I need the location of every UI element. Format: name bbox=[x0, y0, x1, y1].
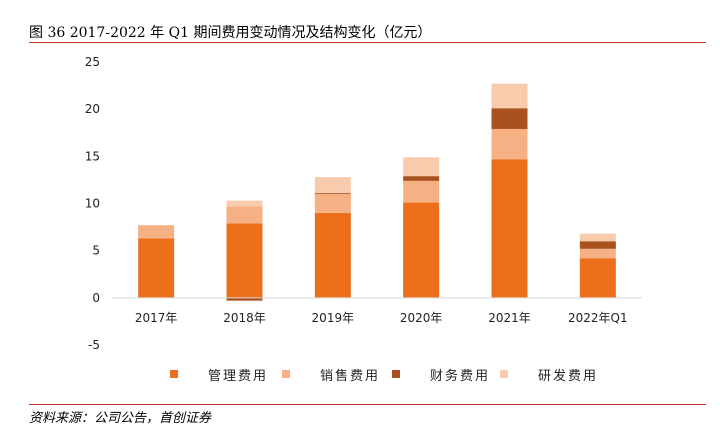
bar-segment bbox=[403, 176, 440, 181]
x-tick-label: 2022年Q1 bbox=[568, 311, 628, 325]
bar-segment bbox=[403, 202, 440, 298]
title-rule bbox=[29, 42, 706, 43]
legend-label: 管理费用 bbox=[208, 368, 269, 384]
y-tick-label: 20 bbox=[85, 102, 100, 116]
bar-segment bbox=[491, 159, 528, 298]
bar-segment bbox=[403, 157, 440, 177]
y-tick-label: -5 bbox=[88, 338, 100, 352]
y-tick-label: 10 bbox=[85, 197, 100, 211]
source-rule bbox=[29, 404, 706, 405]
bar-segment bbox=[226, 200, 263, 207]
legend-swatch bbox=[170, 370, 178, 378]
y-tick-label: 25 bbox=[85, 55, 100, 69]
bar-segment bbox=[491, 83, 528, 109]
bar-segment bbox=[579, 258, 616, 298]
x-tick-label: 2018年 bbox=[223, 311, 266, 325]
x-tick-label: 2019年 bbox=[312, 311, 355, 325]
bar-segment bbox=[491, 108, 528, 129]
bars bbox=[138, 83, 616, 301]
y-tick-label: 0 bbox=[92, 291, 100, 305]
bar-segment bbox=[138, 238, 175, 298]
x-tick-label: 2020年 bbox=[400, 311, 443, 325]
x-axis: 2017年 2018年 2019年 2020年 2021年 2022年Q1 bbox=[135, 311, 628, 325]
y-axis: -5 0 5 10 15 20 25 bbox=[85, 55, 100, 352]
y-tick-label: 5 bbox=[92, 244, 100, 258]
legend-label: 销售费用 bbox=[320, 368, 381, 384]
legend-swatch bbox=[282, 370, 290, 378]
legend-swatch bbox=[392, 370, 400, 378]
bar-segment bbox=[314, 194, 351, 213]
legend: 管理费用 销售费用 财务费用 研发费用 bbox=[0, 364, 720, 384]
x-tick-label: 2021年 bbox=[488, 311, 531, 325]
bar-segment bbox=[579, 241, 616, 249]
legend-swatch bbox=[500, 370, 508, 378]
figure-title: 图 36 2017-2022 年 Q1 期间费用变动情况及结构变化（亿元） bbox=[29, 25, 432, 41]
legend-item: 研发费用 bbox=[500, 364, 598, 384]
legend-item: 销售费用 bbox=[282, 364, 380, 384]
legend-label: 研发费用 bbox=[538, 368, 599, 384]
bar-segment bbox=[314, 193, 351, 195]
y-tick-label: 15 bbox=[85, 149, 100, 163]
x-tick-label: 2017年 bbox=[135, 311, 178, 325]
bar-segment bbox=[314, 212, 351, 298]
legend-item: 管理费用 bbox=[170, 364, 268, 384]
bar-segment bbox=[491, 128, 528, 160]
bar-segment bbox=[138, 225, 175, 239]
source-note: 资料来源：公司公告，首创证券 bbox=[29, 411, 212, 426]
bar-segment bbox=[226, 297, 263, 301]
bar-segment bbox=[226, 223, 263, 298]
bar-segment bbox=[579, 248, 616, 259]
legend-label: 财务费用 bbox=[430, 368, 491, 384]
bar-segment bbox=[403, 180, 440, 203]
bar-segment bbox=[314, 177, 351, 194]
legend-item: 财务费用 bbox=[392, 364, 490, 384]
bar-segment bbox=[579, 233, 616, 242]
bar-segment bbox=[226, 206, 263, 224]
